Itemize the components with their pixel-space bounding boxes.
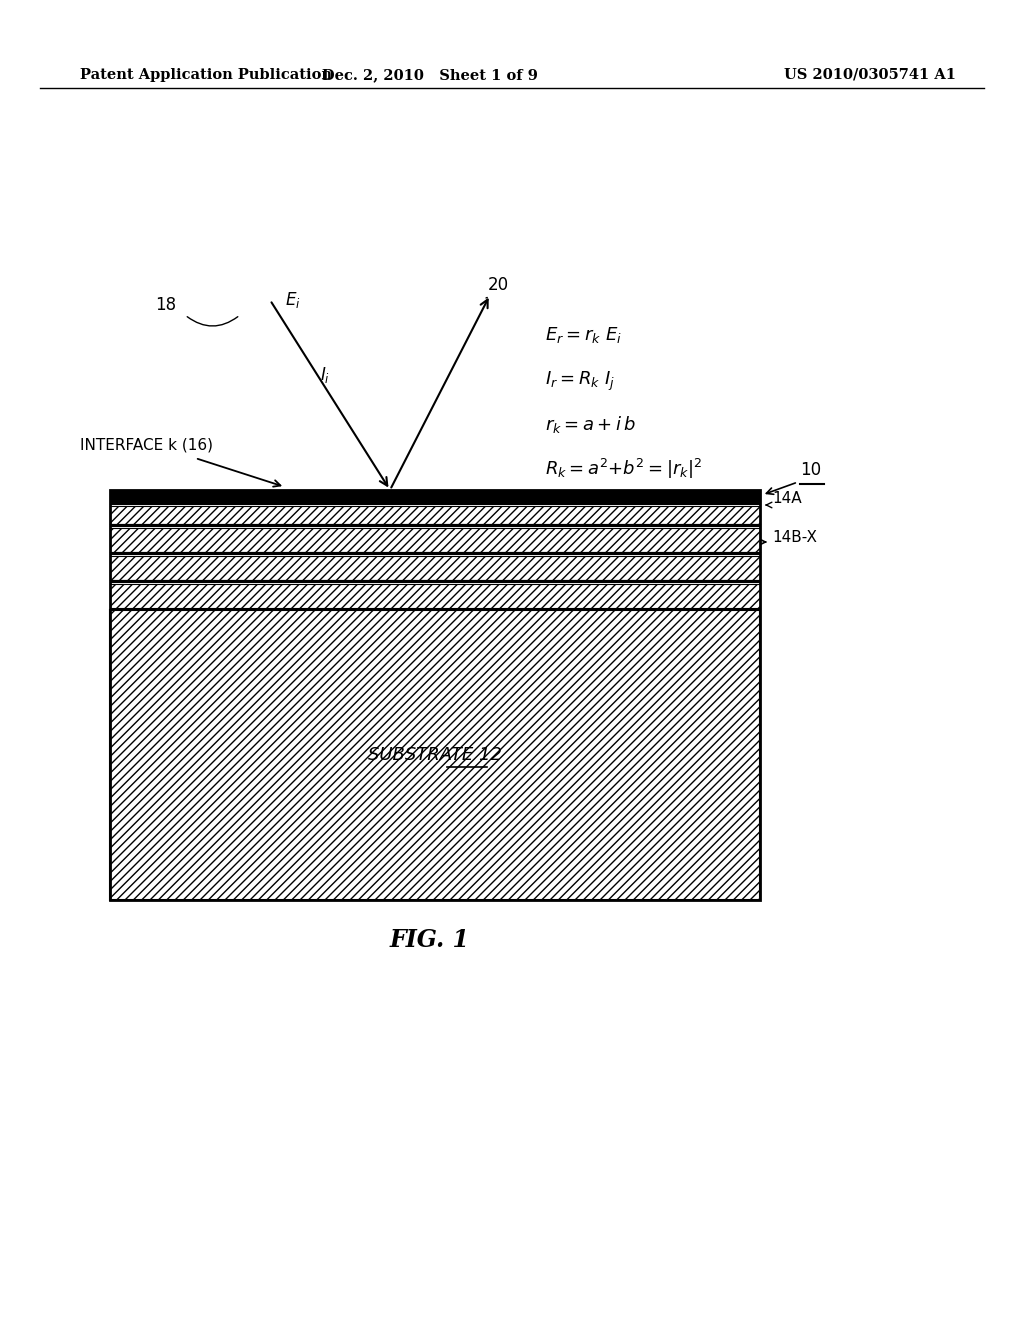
- Text: 18: 18: [155, 296, 176, 314]
- Text: Patent Application Publication: Patent Application Publication: [80, 69, 332, 82]
- Bar: [110, 490, 760, 504]
- Text: 14A: 14A: [772, 491, 802, 506]
- Bar: [110, 528, 760, 552]
- Bar: [110, 556, 760, 579]
- Bar: [110, 579, 760, 582]
- Bar: [110, 556, 760, 579]
- Bar: [110, 552, 760, 554]
- Text: $r_k$$=a + i\,b$: $r_k$$=a + i\,b$: [545, 414, 636, 436]
- Text: $I_r$$=R_k$ $I_j$: $I_r$$=R_k$ $I_j$: [545, 370, 615, 393]
- Text: INTERFACE k (16): INTERFACE k (16): [80, 438, 213, 453]
- Text: FIG. 1: FIG. 1: [390, 928, 470, 952]
- Text: 10: 10: [800, 461, 821, 479]
- Bar: [110, 610, 760, 900]
- Bar: [110, 506, 760, 524]
- Bar: [110, 528, 760, 552]
- Text: $E_i$: $E_i$: [285, 290, 301, 310]
- Bar: [110, 583, 760, 609]
- Bar: [110, 610, 760, 900]
- Text: US 2010/0305741 A1: US 2010/0305741 A1: [784, 69, 956, 82]
- Bar: [110, 583, 760, 609]
- Text: Dec. 2, 2010   Sheet 1 of 9: Dec. 2, 2010 Sheet 1 of 9: [323, 69, 538, 82]
- Bar: [110, 524, 760, 525]
- Text: 14B-X: 14B-X: [772, 531, 817, 545]
- Text: $I_i$: $I_i$: [319, 366, 330, 385]
- Bar: [110, 490, 760, 900]
- Text: 20: 20: [488, 276, 509, 294]
- Bar: [110, 506, 760, 524]
- Text: SUBSTRATE 12: SUBSTRATE 12: [368, 746, 502, 764]
- Text: $R_k$$=a^2$$+b^2$$=|r_k|^2$: $R_k$$=a^2$$+b^2$$=|r_k|^2$: [545, 457, 702, 480]
- Text: $E_r$$=r_k$ $E_i$: $E_r$$=r_k$ $E_i$: [545, 325, 622, 345]
